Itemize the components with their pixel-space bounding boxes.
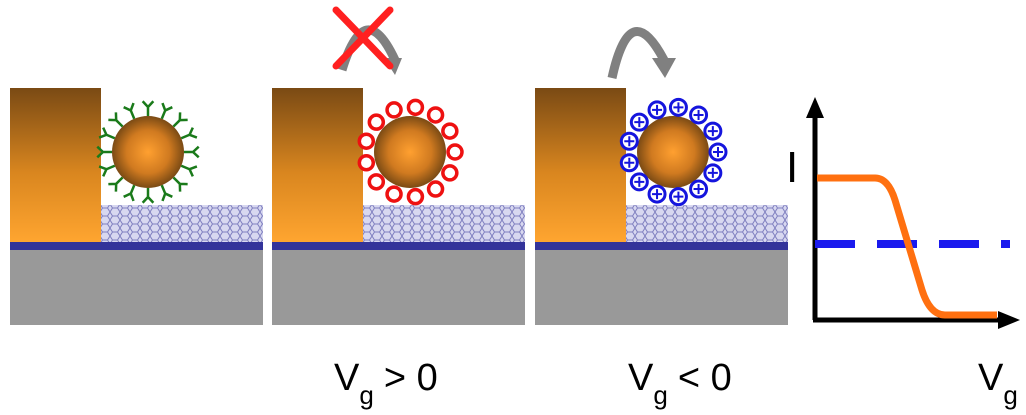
charged-ligand [443, 124, 457, 138]
charged-ligand [448, 145, 462, 159]
panels [10, 88, 788, 325]
ligand [181, 128, 197, 139]
label-sub: g [1003, 380, 1017, 410]
charged-ligand [443, 166, 457, 180]
charged-ligand [369, 175, 383, 189]
nanoparticle [637, 116, 709, 188]
ligand [162, 185, 173, 201]
nanoparticle [374, 116, 446, 188]
y-axis-label: I [786, 143, 798, 192]
ligand [108, 112, 122, 126]
ligand [184, 147, 199, 158]
substrate [535, 250, 788, 325]
transfer-arrow [612, 31, 676, 78]
charged-ligand [369, 115, 383, 129]
ligand [162, 103, 173, 119]
ligand [99, 128, 115, 139]
label-rest: < 0 [678, 357, 732, 399]
oxide-layer [535, 242, 788, 250]
ligand [173, 177, 187, 191]
ligand [173, 112, 187, 126]
label-sub: g [653, 380, 667, 410]
figure: I Vg Vg > 0 Vg < 0 [0, 0, 1026, 415]
ligand [143, 188, 154, 203]
oxide-layer [272, 242, 525, 250]
electrode [535, 88, 626, 242]
label-main: V [628, 357, 654, 399]
label-rest: > 0 [384, 357, 438, 399]
substrate [272, 250, 525, 325]
ligand [124, 185, 135, 201]
label-sub: g [359, 380, 373, 410]
arrow-head [652, 58, 676, 78]
arc-arrow [612, 31, 664, 78]
ligand [124, 103, 135, 119]
charged-ligand [387, 187, 401, 201]
substrate [10, 250, 263, 325]
nanotube [100, 205, 263, 242]
panel [535, 88, 788, 325]
electrode [272, 88, 363, 242]
charged-ligand [359, 134, 373, 148]
nanotube [625, 205, 788, 242]
nanoparticle [112, 116, 184, 188]
ligand [181, 166, 197, 177]
nanotube [362, 205, 525, 242]
condition-label: Vg > 0 [334, 357, 438, 410]
x-arrow [998, 311, 1020, 329]
panel [272, 88, 525, 325]
blocked-arrow [336, 10, 402, 75]
label-main: V [334, 357, 360, 399]
ligand [143, 101, 154, 116]
y-arrow [806, 97, 824, 118]
charged-ligand [408, 100, 422, 114]
x-axis-label: Vg [978, 357, 1018, 410]
panel [10, 88, 263, 325]
graph: I Vg [786, 97, 1020, 410]
charged-ligand [359, 156, 373, 170]
charged-ligand [429, 182, 443, 196]
electrode [10, 88, 101, 242]
charged-ligand [408, 190, 422, 204]
ligand [108, 177, 122, 191]
label-main: V [978, 357, 1004, 399]
charged-ligand [429, 108, 443, 122]
ligand [99, 166, 115, 177]
condition-label: Vg < 0 [628, 357, 732, 410]
charged-ligand [387, 103, 401, 117]
oxide-layer [10, 242, 263, 250]
